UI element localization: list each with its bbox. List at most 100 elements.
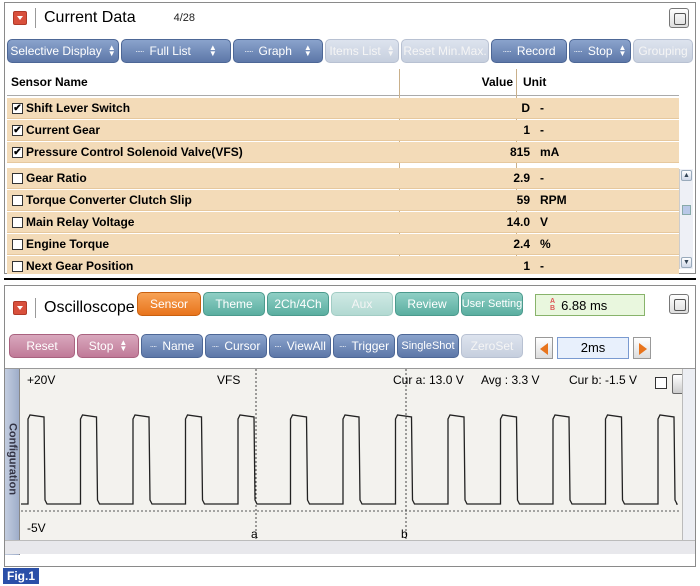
row-value: D — [521, 101, 530, 115]
current-data-toolbar: Selective Display ▲ ▼ ····· Full List ▲ ▼ ···… — [5, 39, 695, 65]
scope-area: Configuration +20V VFS Cur a: 13.0 V Avg… — [5, 368, 695, 555]
graph-label: Graph — [258, 44, 292, 58]
maximize-icon[interactable] — [669, 8, 689, 28]
collapse-icon[interactable] — [13, 11, 27, 25]
tab-user-setting[interactable]: User Setting — [461, 292, 523, 316]
dots-icon: ···· — [149, 341, 158, 351]
selective-display-label: Selective Display — [10, 44, 102, 58]
full-list-button[interactable]: ····· Full List ▲ ▼ — [121, 39, 231, 63]
current-data-titlebar: Current Data 4/28 — [5, 3, 695, 33]
record-label: Record — [516, 44, 556, 58]
header-value: Value — [481, 75, 513, 89]
table-row[interactable]: Gear Ratio 2.9- — [7, 168, 679, 189]
grouping-button[interactable]: Grouping — [633, 39, 693, 63]
row-unit: mA — [540, 145, 560, 159]
row-checkbox[interactable]: ✔ — [12, 146, 23, 158]
selective-display-button[interactable]: Selective Display ▲ ▼ — [7, 39, 119, 63]
reset-button[interactable]: Reset — [9, 334, 75, 358]
record-button[interactable]: ····· Record — [491, 39, 567, 63]
collapse-icon[interactable] — [13, 301, 27, 315]
row-value: 2.4 — [513, 237, 530, 251]
current-data-panel: Current Data 4/28 Selective Display ▲ ▼ ··… — [4, 2, 696, 277]
dots-icon: ···· — [338, 341, 347, 351]
singleshot-button[interactable]: SingleShot — [397, 334, 459, 358]
horizontal-scrollbar[interactable] — [5, 540, 695, 554]
cursor-a-label: a — [251, 527, 258, 541]
stop-label: Stop — [88, 339, 114, 353]
row-checkbox[interactable] — [12, 238, 23, 250]
cursor-b-label: b — [401, 527, 408, 541]
waveform-svg — [21, 369, 681, 541]
grouping-label: Grouping — [638, 44, 688, 58]
time-decrease-button[interactable] — [535, 337, 553, 359]
row-sensor-name: Pressure Control Solenoid Valve(VFS) — [26, 145, 243, 159]
scope-checkbox[interactable] — [655, 377, 667, 389]
viewall-label: ViewAll — [286, 339, 326, 353]
updown-arrow-icon: ▲ ▼ — [618, 43, 627, 58]
updown-arrow-icon: ▲ ▼ — [119, 338, 128, 353]
items-list-button[interactable]: Items List ▲ ▼ — [325, 39, 399, 63]
waveform-plot[interactable]: +20V VFS Cur a: 13.0 V Avg : 3.3 V Cur b… — [21, 369, 690, 555]
current-data-title: Current Data — [44, 9, 136, 26]
y-min-label: -5V — [27, 521, 46, 535]
trigger-button[interactable]: ···· Trigger — [333, 334, 395, 358]
table-row[interactable]: ✔ Current Gear 1- — [7, 120, 679, 141]
sensor-table: Sensor Name Value Unit ✔ Shift Lever Swit… — [7, 69, 679, 277]
configuration-sidebar[interactable]: Configuration — [5, 369, 20, 555]
oscilloscope-title: Oscilloscope — [44, 299, 135, 316]
row-checkbox[interactable]: ✔ — [12, 102, 23, 114]
row-sensor-name: Current Gear — [26, 123, 101, 137]
row-unit: - — [540, 171, 544, 185]
scroll-down-icon[interactable]: ▼ — [681, 257, 692, 268]
stop-button[interactable]: ····· Stop ▲ ▼ — [569, 39, 631, 63]
graph-button[interactable]: ····· Graph ▲ ▼ — [233, 39, 323, 63]
vertical-scrollbar[interactable]: ▲ ▼ — [679, 169, 693, 269]
name-button[interactable]: ···· Name — [141, 334, 203, 358]
row-unit: V — [540, 215, 549, 229]
arrow-right-icon — [639, 343, 647, 355]
tab-sensor[interactable]: Sensor — [137, 292, 201, 316]
scroll-thumb[interactable] — [682, 205, 691, 215]
cursor-button[interactable]: ···· Cursor — [205, 334, 267, 358]
header-sensor-name: Sensor Name — [11, 75, 88, 89]
row-checkbox[interactable]: ✔ — [12, 124, 23, 136]
row-sensor-name: Torque Converter Clutch Slip — [26, 193, 192, 207]
oscilloscope-toolbar: Reset Stop ▲ ▼ ···· Name ···· Cursor ···· Vie… — [5, 334, 695, 360]
tab-theme[interactable]: Theme — [203, 292, 265, 316]
tab-2ch-4ch[interactable]: 2Ch/4Ch — [267, 292, 329, 316]
table-row[interactable]: ✔ Pressure Control Solenoid Valve(VFS) 815… — [7, 142, 679, 163]
row-sensor-name: Shift Lever Switch — [26, 101, 131, 115]
dots-icon: ····· — [244, 46, 253, 56]
table-row[interactable]: Main Relay Voltage 14.0 V — [7, 212, 679, 233]
row-checkbox[interactable] — [12, 194, 23, 206]
row-sensor-name: Engine Torque — [26, 237, 110, 251]
updown-arrow-icon: ▲ ▼ — [208, 43, 217, 58]
row-checkbox[interactable] — [12, 172, 23, 184]
row-checkbox[interactable] — [12, 216, 23, 228]
time-increase-button[interactable] — [633, 337, 651, 359]
dots-icon: ····· — [135, 46, 144, 56]
table-row[interactable]: Torque Converter Clutch Slip 59 RPM — [7, 190, 679, 211]
stop-button[interactable]: Stop ▲ ▼ — [77, 334, 139, 358]
maximize-icon[interactable] — [669, 294, 689, 314]
row-unit: - — [540, 101, 544, 115]
oscilloscope-panel: Oscilloscope Sensor Theme 2Ch/4Ch Aux Re… — [4, 285, 696, 567]
tab-aux[interactable]: Aux — [331, 292, 393, 316]
row-sensor-name: Next Gear Position — [26, 259, 134, 273]
dots-icon: ···· — [274, 341, 282, 351]
reset-minmax-label: Reset Min.Max. — [403, 44, 487, 58]
table-row[interactable]: ✔ Shift Lever Switch D - — [7, 98, 679, 119]
stop-label: Stop — [587, 44, 613, 58]
table-header: Sensor Name Value Unit — [7, 69, 679, 96]
table-row[interactable]: Engine Torque 2.4% — [7, 234, 679, 255]
viewall-button[interactable]: ···· ViewAll — [269, 334, 331, 358]
updown-arrow-icon: ▲ ▼ — [303, 43, 312, 58]
name-label: Name — [162, 339, 195, 353]
scope-vertical-scrollbar[interactable] — [682, 369, 695, 541]
tab-review[interactable]: Review — [395, 292, 459, 316]
row-checkbox[interactable] — [12, 260, 23, 272]
zeroset-button[interactable]: ZeroSet — [461, 334, 523, 358]
reset-minmax-button[interactable]: Reset Min.Max. — [401, 39, 489, 63]
scroll-up-icon[interactable]: ▲ — [681, 170, 692, 181]
row-value: 2.9 — [513, 171, 530, 185]
